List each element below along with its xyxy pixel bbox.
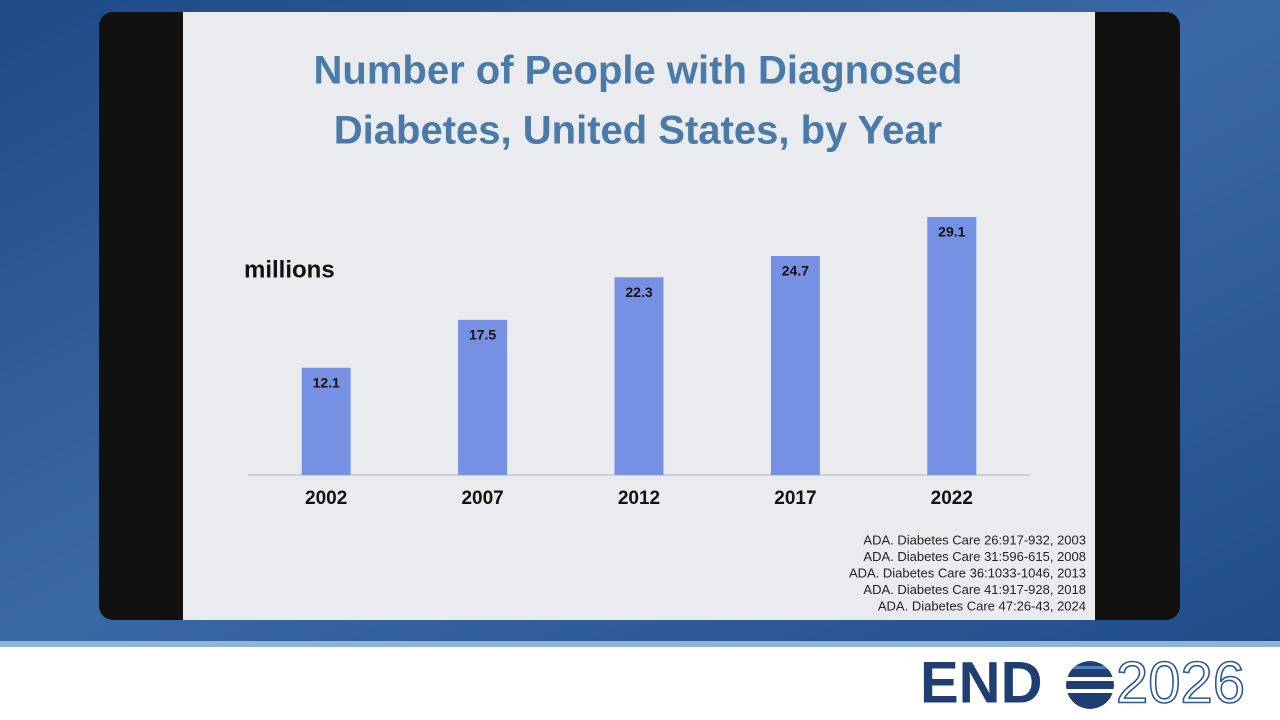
data-label: 22.3 [625,284,652,300]
x-tick-label: 2002 [305,488,347,509]
bar [770,256,820,475]
logo-text: END [920,650,1042,715]
x-tick-label: 2012 [618,488,660,509]
logo-text: 2026 [1116,650,1245,715]
chart-title: Number of People with Diagnosed [314,49,963,93]
reference: ADA. Diabetes Care 41:917-928, 2018 [863,582,1086,597]
reference: ADA. Diabetes Care 31:596-615, 2008 [863,549,1086,564]
data-label: 29.1 [938,224,965,240]
bar [301,367,351,475]
data-label: 12.1 [313,374,340,390]
x-tick-label: 2017 [774,488,816,509]
chart-title: Diabetes, United States, by Year [334,109,942,153]
y-axis-label: millions [244,256,335,283]
x-tick-label: 2022 [931,488,973,509]
reference: ADA. Diabetes Care 36:1033-1046, 2013 [849,565,1086,580]
bar [614,277,664,475]
reference: ADA. Diabetes Care 47:26-43, 2024 [878,598,1086,613]
data-label: 17.5 [469,327,496,343]
x-tick-label: 2007 [461,488,503,509]
bar [458,319,508,475]
bar [927,217,977,475]
reference: ADA. Diabetes Care 26:917-932, 2003 [863,532,1086,547]
divider [0,641,1280,647]
data-label: 24.7 [782,263,809,279]
logo-globe [1066,661,1114,709]
